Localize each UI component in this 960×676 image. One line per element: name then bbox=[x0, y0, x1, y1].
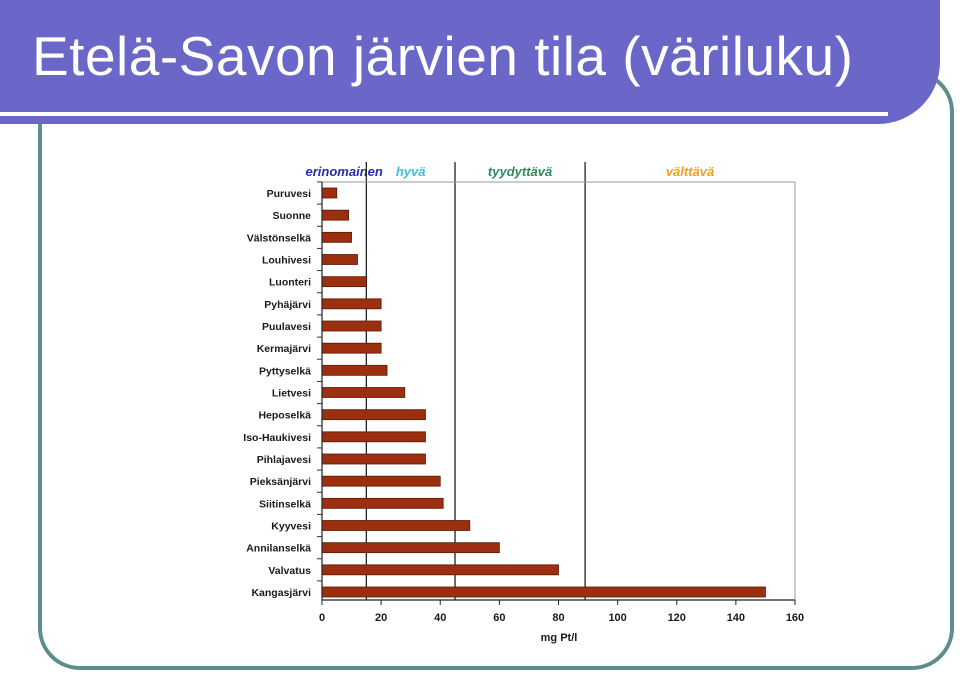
category-label-13: Pihlajavesi bbox=[257, 454, 311, 466]
bar-19 bbox=[321, 586, 766, 598]
bar-14 bbox=[321, 475, 441, 487]
bar-6 bbox=[321, 298, 382, 310]
axes bbox=[317, 181, 796, 605]
class-header-1: erinomainen bbox=[306, 164, 383, 179]
class-header-2: hyvä bbox=[396, 164, 426, 179]
slide-title: Etelä-Savon järvien tila (väriluku) bbox=[32, 25, 854, 87]
category-label-2: Suonne bbox=[273, 210, 312, 222]
bar-1 bbox=[321, 187, 338, 199]
category-label-1: Puruvesi bbox=[267, 188, 311, 200]
bar-4 bbox=[321, 254, 358, 265]
category-label-19: Kangasjärvi bbox=[251, 587, 311, 599]
category-label-11: Heposelkä bbox=[258, 410, 311, 422]
category-label-4: Louhivesi bbox=[262, 255, 311, 267]
bar-16 bbox=[321, 520, 471, 531]
x-tick-label-9: 160 bbox=[786, 612, 804, 624]
bar-15 bbox=[321, 497, 444, 509]
class-header-4: välttävä bbox=[666, 164, 714, 179]
category-label-6: Pyhäjärvi bbox=[264, 299, 311, 311]
bar-9 bbox=[321, 364, 388, 376]
category-label-8: Kermajärvi bbox=[257, 343, 311, 355]
category-label-7: Puulavesi bbox=[262, 321, 311, 333]
bar-10 bbox=[321, 387, 406, 398]
bar-17 bbox=[321, 542, 500, 554]
title-band: Etelä-Savon järvien tila (väriluku) bbox=[0, 0, 940, 124]
x-axis-label: mg Pt/l bbox=[541, 632, 578, 644]
category-label-14: Pieksänjärvi bbox=[250, 476, 311, 488]
category-labels: Puruvesi Suonne Välstönselkä Louhivesi Luont… bbox=[243, 188, 311, 599]
bar-3 bbox=[321, 231, 352, 243]
bar-5 bbox=[321, 276, 367, 288]
category-label-17: Annilanselkä bbox=[246, 543, 311, 555]
category-label-10: Lietvesi bbox=[272, 388, 311, 400]
category-label-3: Välstönselkä bbox=[247, 232, 311, 244]
category-label-18: Valvatus bbox=[268, 565, 311, 577]
x-tick-label-6: 100 bbox=[608, 612, 626, 624]
x-tick-label-4: 60 bbox=[493, 612, 505, 624]
class-boundaries bbox=[365, 162, 586, 600]
bar-11 bbox=[321, 409, 426, 421]
title-underline bbox=[0, 112, 888, 116]
x-tick-label-5: 80 bbox=[552, 612, 564, 624]
bar-18 bbox=[321, 564, 559, 576]
bar-13 bbox=[321, 453, 426, 465]
category-label-15: Siitinselkä bbox=[259, 498, 311, 510]
x-tick-labels: 0 20 40 60 80 100 120 140 160 bbox=[319, 612, 804, 624]
x-tick-label-7: 120 bbox=[668, 612, 686, 624]
bars bbox=[321, 187, 766, 598]
bar-12 bbox=[321, 431, 426, 443]
class-headers: erinomainen hyvä tyydyttävä välttävä bbox=[306, 164, 715, 179]
class-header-3: tyydyttävä bbox=[488, 164, 552, 179]
bar-7 bbox=[321, 320, 382, 332]
x-tick-label-8: 140 bbox=[727, 612, 745, 624]
x-tick-label-1: 0 bbox=[319, 612, 325, 624]
x-tick-label-2: 20 bbox=[375, 612, 387, 624]
x-tick-label-3: 40 bbox=[434, 612, 446, 624]
bar-2 bbox=[321, 209, 350, 221]
category-label-5: Luonteri bbox=[269, 277, 311, 289]
category-label-16: Kyyvesi bbox=[271, 521, 311, 533]
category-label-9: Pyttyselkä bbox=[259, 365, 311, 377]
bar-8 bbox=[321, 342, 382, 354]
category-label-12: Iso-Haukivesi bbox=[243, 432, 311, 444]
